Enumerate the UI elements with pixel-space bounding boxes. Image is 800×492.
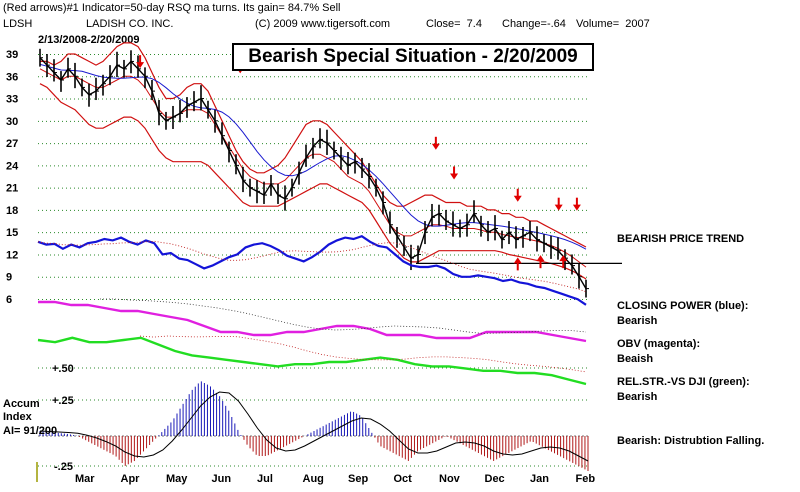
accum-tick-label: +.50 (52, 363, 74, 375)
month-label: Aug (303, 473, 324, 485)
upper-band-line (40, 42, 587, 248)
month-label: Sep (348, 473, 368, 485)
price-tick-label: 36 (6, 71, 18, 83)
month-label: Jun (212, 473, 232, 485)
obv-label: OBV (magenta): (617, 338, 701, 350)
price-tick-label: 18 (6, 205, 18, 217)
accum-label-line3: AI= 91/200 (3, 425, 58, 437)
buy-arrow-head (559, 255, 568, 262)
accum-status: Bearish: Distrubtion Falling. (617, 435, 765, 447)
sell-arrow-head (450, 173, 459, 180)
closing-power-ma (37, 240, 587, 293)
relstr-line (37, 336, 587, 386)
price-tick-label: 33 (6, 94, 18, 106)
sell-arrow-head (572, 204, 581, 211)
price-tick-label: 6 (6, 294, 12, 306)
price-tick-label: 27 (6, 138, 18, 150)
accum-label-line1: Accum (3, 398, 40, 410)
obv-status: Beaish (617, 353, 654, 365)
series-layer (37, 42, 622, 462)
closing-power-line (37, 234, 587, 306)
symbol: LDSH (3, 18, 33, 30)
date-range: 2/13/2008-2/20/2009 (38, 34, 140, 46)
sell-arrow-head (431, 143, 440, 150)
company-name: LADISH CO. INC. (86, 18, 174, 30)
price-tick-label: 21 (6, 183, 18, 195)
month-label: Oct (394, 473, 413, 485)
accum-histogram (39, 381, 589, 471)
price-tick-label: 39 (6, 49, 18, 61)
price-tick-label: 30 (6, 116, 18, 128)
chart-title-text: Bearish Special Situation - 2/20/2009 (248, 46, 578, 67)
obv-ma (100, 298, 587, 334)
month-label: Dec (485, 473, 505, 485)
month-label: Jan (530, 473, 549, 485)
sell-arrow-head (136, 62, 145, 69)
month-label: Feb (576, 473, 596, 485)
closing-power-label: CLOSING POWER (blue): (617, 300, 749, 312)
accum-tick-label: +.25 (52, 395, 74, 407)
indicator-line: (Red arrows)#1 Indicator=50-day RSQ ma t… (3, 2, 341, 14)
relstr-ma (139, 335, 587, 373)
change-value: Change=-.64 (502, 18, 566, 30)
copyright: (C) 2009 www.tigersoft.com (255, 18, 391, 30)
accum-axis-ticks: +.50 +.25 -.25 (52, 363, 74, 473)
price-axis-ticks: 39 36 33 30 27 24 21 18 15 12 9 6 (6, 49, 19, 306)
buy-arrow-head (536, 255, 545, 262)
relstr-label: REL.STR.-VS DJI (green): (617, 376, 750, 388)
relstr-status: Bearish (617, 391, 658, 403)
month-axis-labels: Mar Apr May Jun Jul Aug Sep Oct Nov Dec Jan Feb (75, 473, 595, 485)
price-tick-label: 12 (6, 249, 18, 261)
chart-title: Bearish Special Situation - 2/20/2009 (232, 43, 594, 71)
price-tick-label: 24 (6, 160, 19, 172)
accum-tick-label: -.25 (54, 461, 73, 473)
price-tick-label: 15 (6, 227, 18, 239)
buy-arrow-head (513, 257, 522, 264)
month-label: Jul (257, 473, 273, 485)
volume-value: Volume= 2007 (576, 18, 650, 30)
price-trend-label: BEARISH PRICE TREND (617, 233, 745, 245)
sell-arrow-head (513, 195, 522, 202)
month-label: Apr (121, 473, 141, 485)
obv-line (38, 300, 587, 343)
signal-arrows (136, 55, 581, 271)
month-label: Nov (439, 473, 461, 485)
price-close-line (39, 57, 587, 289)
accum-ma-line (39, 391, 589, 462)
close-value: Close= 7.4 (426, 18, 482, 30)
sell-arrow-head (554, 204, 563, 211)
month-label: Mar (75, 473, 95, 485)
lower-band-line (39, 83, 587, 280)
month-label: May (166, 473, 188, 485)
accum-label-line2: Index (3, 411, 32, 423)
closing-power-status: Bearish (617, 315, 658, 327)
price-tick-label: 9 (6, 272, 12, 284)
